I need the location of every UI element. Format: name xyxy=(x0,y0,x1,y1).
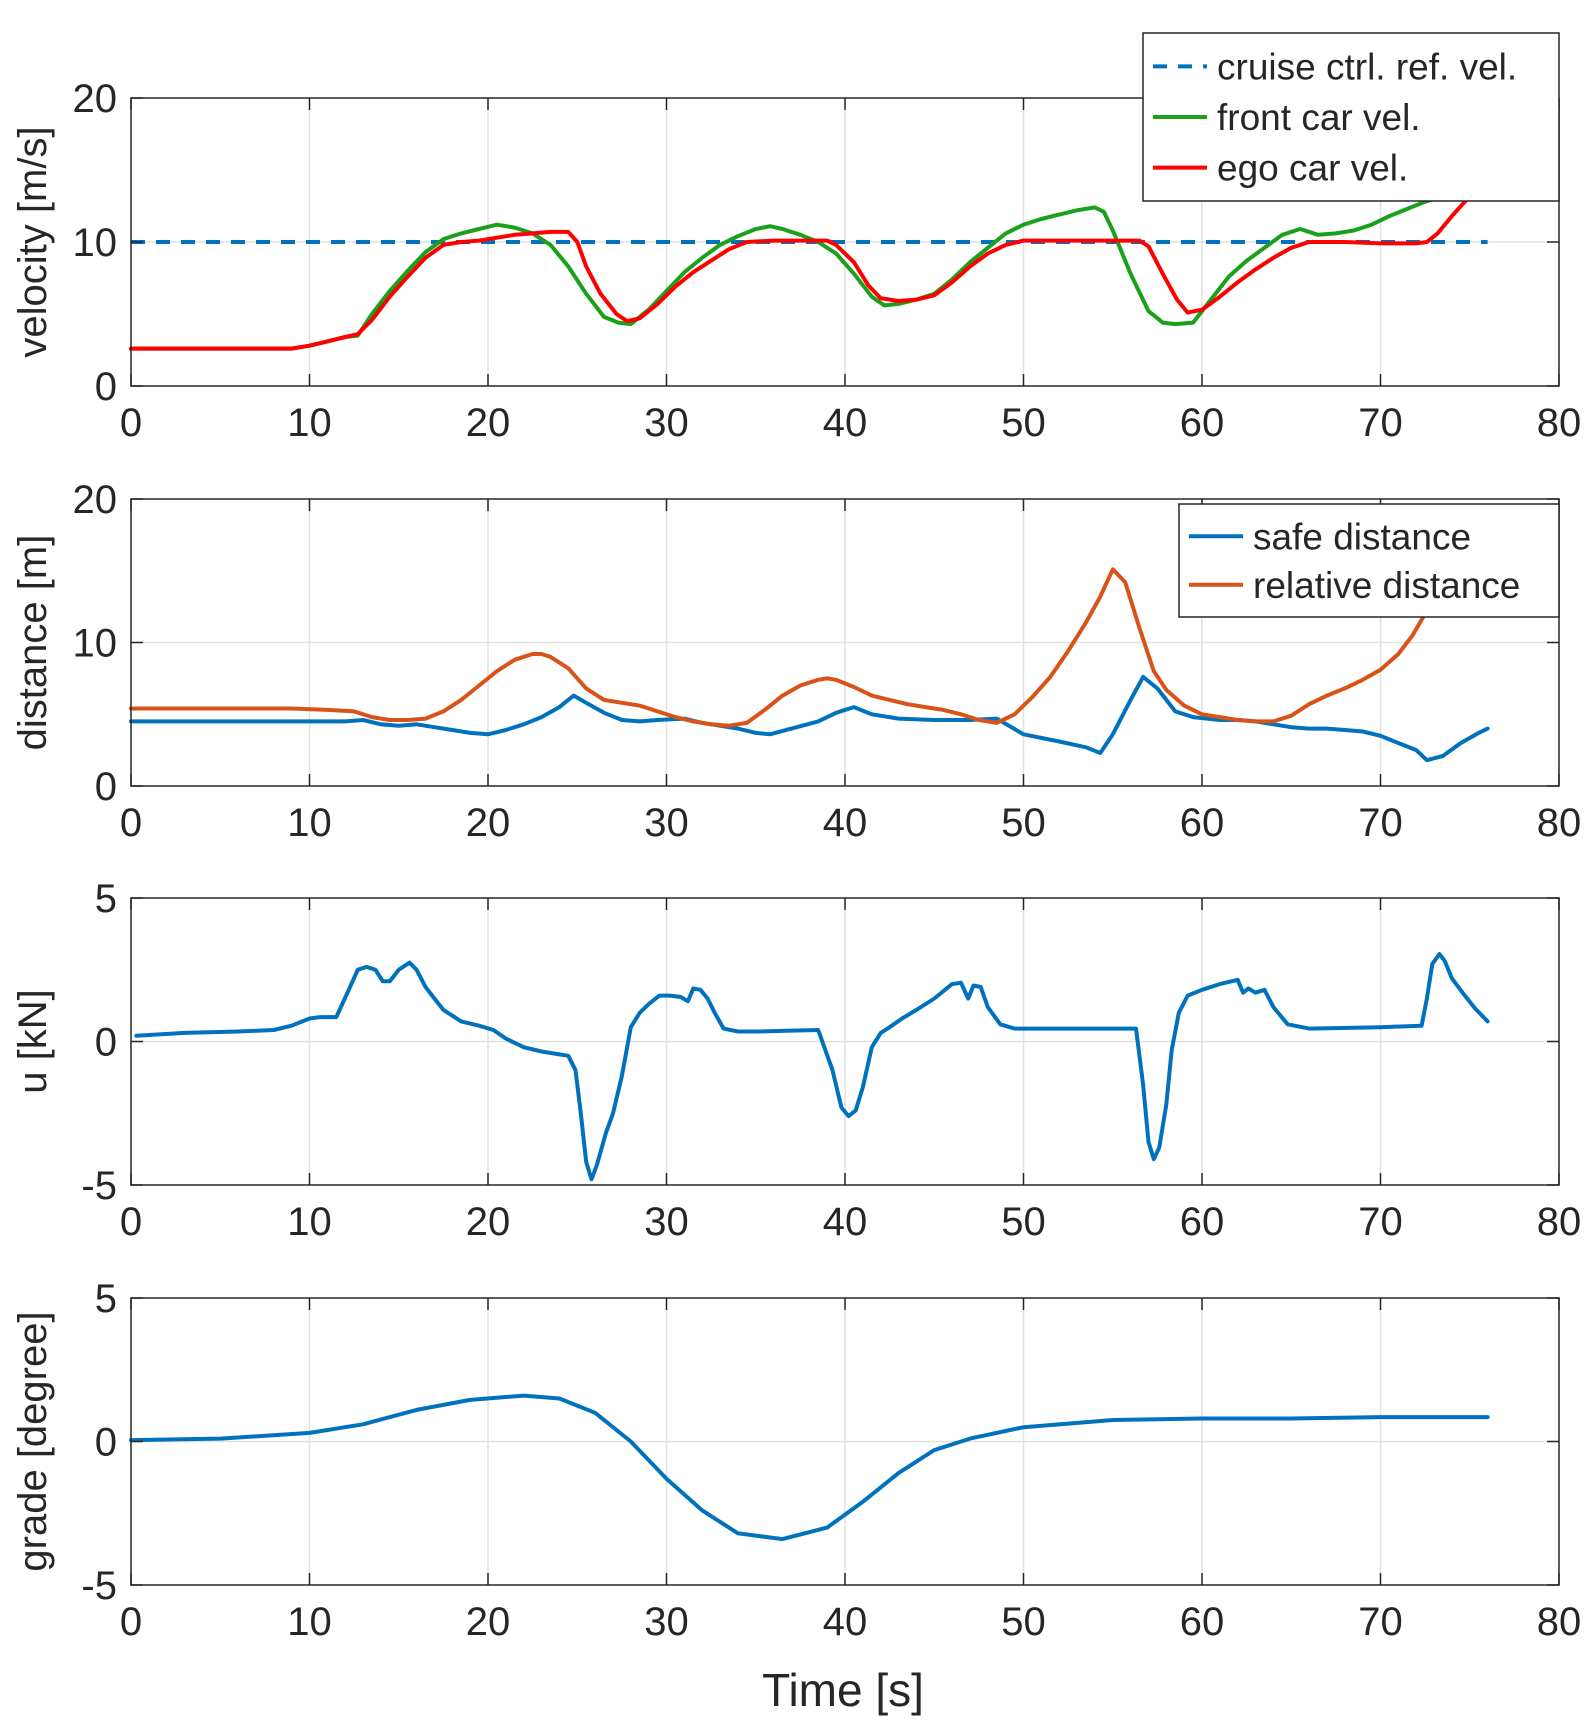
distance-xtick-label-5: 50 xyxy=(1001,801,1046,845)
u-axes: 0 10 20 30 40 50 60 70 80-505 xyxy=(81,877,1581,1244)
velocity-subplot: 0 10 20 30 40 50 60 70 80 0 10 20 cruise ctrl. ref.… xyxy=(11,32,1582,445)
u-xtick-label-0: 0 xyxy=(120,1200,142,1244)
distance-xtick-label-6: 60 xyxy=(1180,801,1225,845)
velocity-ytick-label-1: 10 xyxy=(73,221,118,265)
velocity-series-front-car-vel xyxy=(129,193,1445,351)
distance-xtick-label-3: 30 xyxy=(644,801,689,845)
grade-xtick-label-5: 50 xyxy=(1001,1600,1046,1644)
velocity-ytick-label-2: 20 xyxy=(73,77,118,121)
velocity-legend: cruise ctrl. ref. vel. front car vel. ego … xyxy=(1142,32,1560,202)
time-xlabel: Time [s] xyxy=(762,1664,924,1716)
velocity-xtick-label-8: 80 xyxy=(1537,401,1582,445)
velocity-legend-label-0: cruise ctrl. ref. vel. xyxy=(1217,46,1517,87)
distance-xtick-label-8: 80 xyxy=(1537,801,1582,845)
velocity-xtick-label-5: 50 xyxy=(1001,401,1046,445)
distance-legend-label-1: relative distance xyxy=(1253,565,1520,606)
u-series-line-0 xyxy=(134,952,1490,1182)
velocity-legend-label-1: front car vel. xyxy=(1217,97,1421,138)
grade-xtick-label-1: 10 xyxy=(287,1600,332,1644)
distance-subplot: 0 10 20 30 40 50 60 70 80 0 10 20 safe distance rela… xyxy=(11,478,1581,845)
velocity-xtick-label-2: 20 xyxy=(466,401,511,445)
grade-xtick-label-4: 40 xyxy=(823,1600,868,1644)
velocity-xtick-label-0: 0 xyxy=(120,401,142,445)
distance-plot-area xyxy=(129,567,1490,763)
distance-series-safe-distance xyxy=(129,674,1490,763)
grade-xtick-label-8: 80 xyxy=(1537,1600,1582,1644)
velocity-ytick-label-0: 0 xyxy=(95,365,117,409)
velocity-xtick-label-6: 60 xyxy=(1180,401,1225,445)
velocity-legend-label-2: ego car vel. xyxy=(1217,148,1408,189)
grade-ylabel: grade [degree] xyxy=(11,1311,55,1571)
u-xtick-label-1: 10 xyxy=(287,1200,332,1244)
grade-ytick-label-2: 5 xyxy=(95,1277,117,1321)
u-ytick-label-0: -5 xyxy=(81,1164,117,1208)
velocity-xtick-label-3: 30 xyxy=(644,401,689,445)
velocity-axes: 0 10 20 30 40 50 60 70 80 0 10 20 xyxy=(73,77,1582,445)
u-xtick-label-7: 70 xyxy=(1358,1200,1403,1244)
velocity-plot-area xyxy=(129,189,1488,351)
velocity-xtick-label-1: 10 xyxy=(287,401,332,445)
u-xtick-label-5: 50 xyxy=(1001,1200,1046,1244)
distance-legend-label-0: safe distance xyxy=(1253,516,1471,557)
u-ytick-label-2: 5 xyxy=(95,877,117,921)
grade-grid xyxy=(131,1298,1559,1585)
velocity-legend-box xyxy=(1142,32,1560,202)
distance-xtick-label-7: 70 xyxy=(1358,801,1403,845)
u-xtick-label-2: 20 xyxy=(466,1200,511,1244)
distance-ylabel: distance [m] xyxy=(11,535,55,751)
distance-series-relative-distance xyxy=(129,567,1428,728)
grade-xtick-label-3: 30 xyxy=(644,1600,689,1644)
velocity-xtick-label-7: 70 xyxy=(1358,401,1403,445)
grade-series-line-0 xyxy=(129,1393,1490,1542)
u-ylabel: u [kN] xyxy=(11,989,55,1093)
grade-xtick-label-7: 70 xyxy=(1358,1600,1403,1644)
distance-ytick-label-0: 0 xyxy=(95,765,117,809)
distance-xtick-label-2: 20 xyxy=(466,801,511,845)
distance-legend: safe distance relative distance xyxy=(1178,503,1560,618)
grade-xtick-label-0: 0 xyxy=(120,1600,142,1644)
distance-xtick-label-0: 0 xyxy=(120,801,142,845)
grade-ytick-label-0: -5 xyxy=(81,1564,117,1608)
distance-axes: 0 10 20 30 40 50 60 70 80 0 10 20 xyxy=(73,478,1582,845)
distance-xtick-label-4: 40 xyxy=(823,801,868,845)
distance-ytick-label-1: 10 xyxy=(73,622,118,666)
u-ytick-label-1: 0 xyxy=(95,1021,117,1065)
u-xtick-label-6: 60 xyxy=(1180,1200,1225,1244)
velocity-series-ego-car-vel xyxy=(129,189,1478,351)
grade-axes: 0 10 20 30 40 50 60 70 80-505 xyxy=(81,1277,1581,1644)
distance-ytick-label-2: 20 xyxy=(73,478,118,522)
u-plot-area xyxy=(134,952,1490,1182)
distance-legend-box xyxy=(1178,503,1560,618)
u-grid xyxy=(131,898,1559,1185)
grade-subplot: 0 10 20 30 40 50 60 70 80-505 grade [degree] xyxy=(11,1277,1581,1644)
grade-xtick-label-6: 60 xyxy=(1180,1600,1225,1644)
u-subplot: 0 10 20 30 40 50 60 70 80-505 u [kN] xyxy=(11,877,1581,1244)
u-xtick-label-8: 80 xyxy=(1537,1200,1582,1244)
grade-plot-area xyxy=(129,1393,1490,1542)
grade-ytick-label-1: 0 xyxy=(95,1421,117,1465)
distance-grid xyxy=(131,499,1559,786)
distance-xtick-label-1: 10 xyxy=(287,801,332,845)
velocity-ylabel: velocity [m/s] xyxy=(11,126,55,357)
velocity-xtick-label-4: 40 xyxy=(823,401,868,445)
grade-xtick-label-2: 20 xyxy=(466,1600,511,1644)
u-xtick-label-3: 30 xyxy=(644,1200,689,1244)
u-xtick-label-4: 40 xyxy=(823,1200,868,1244)
